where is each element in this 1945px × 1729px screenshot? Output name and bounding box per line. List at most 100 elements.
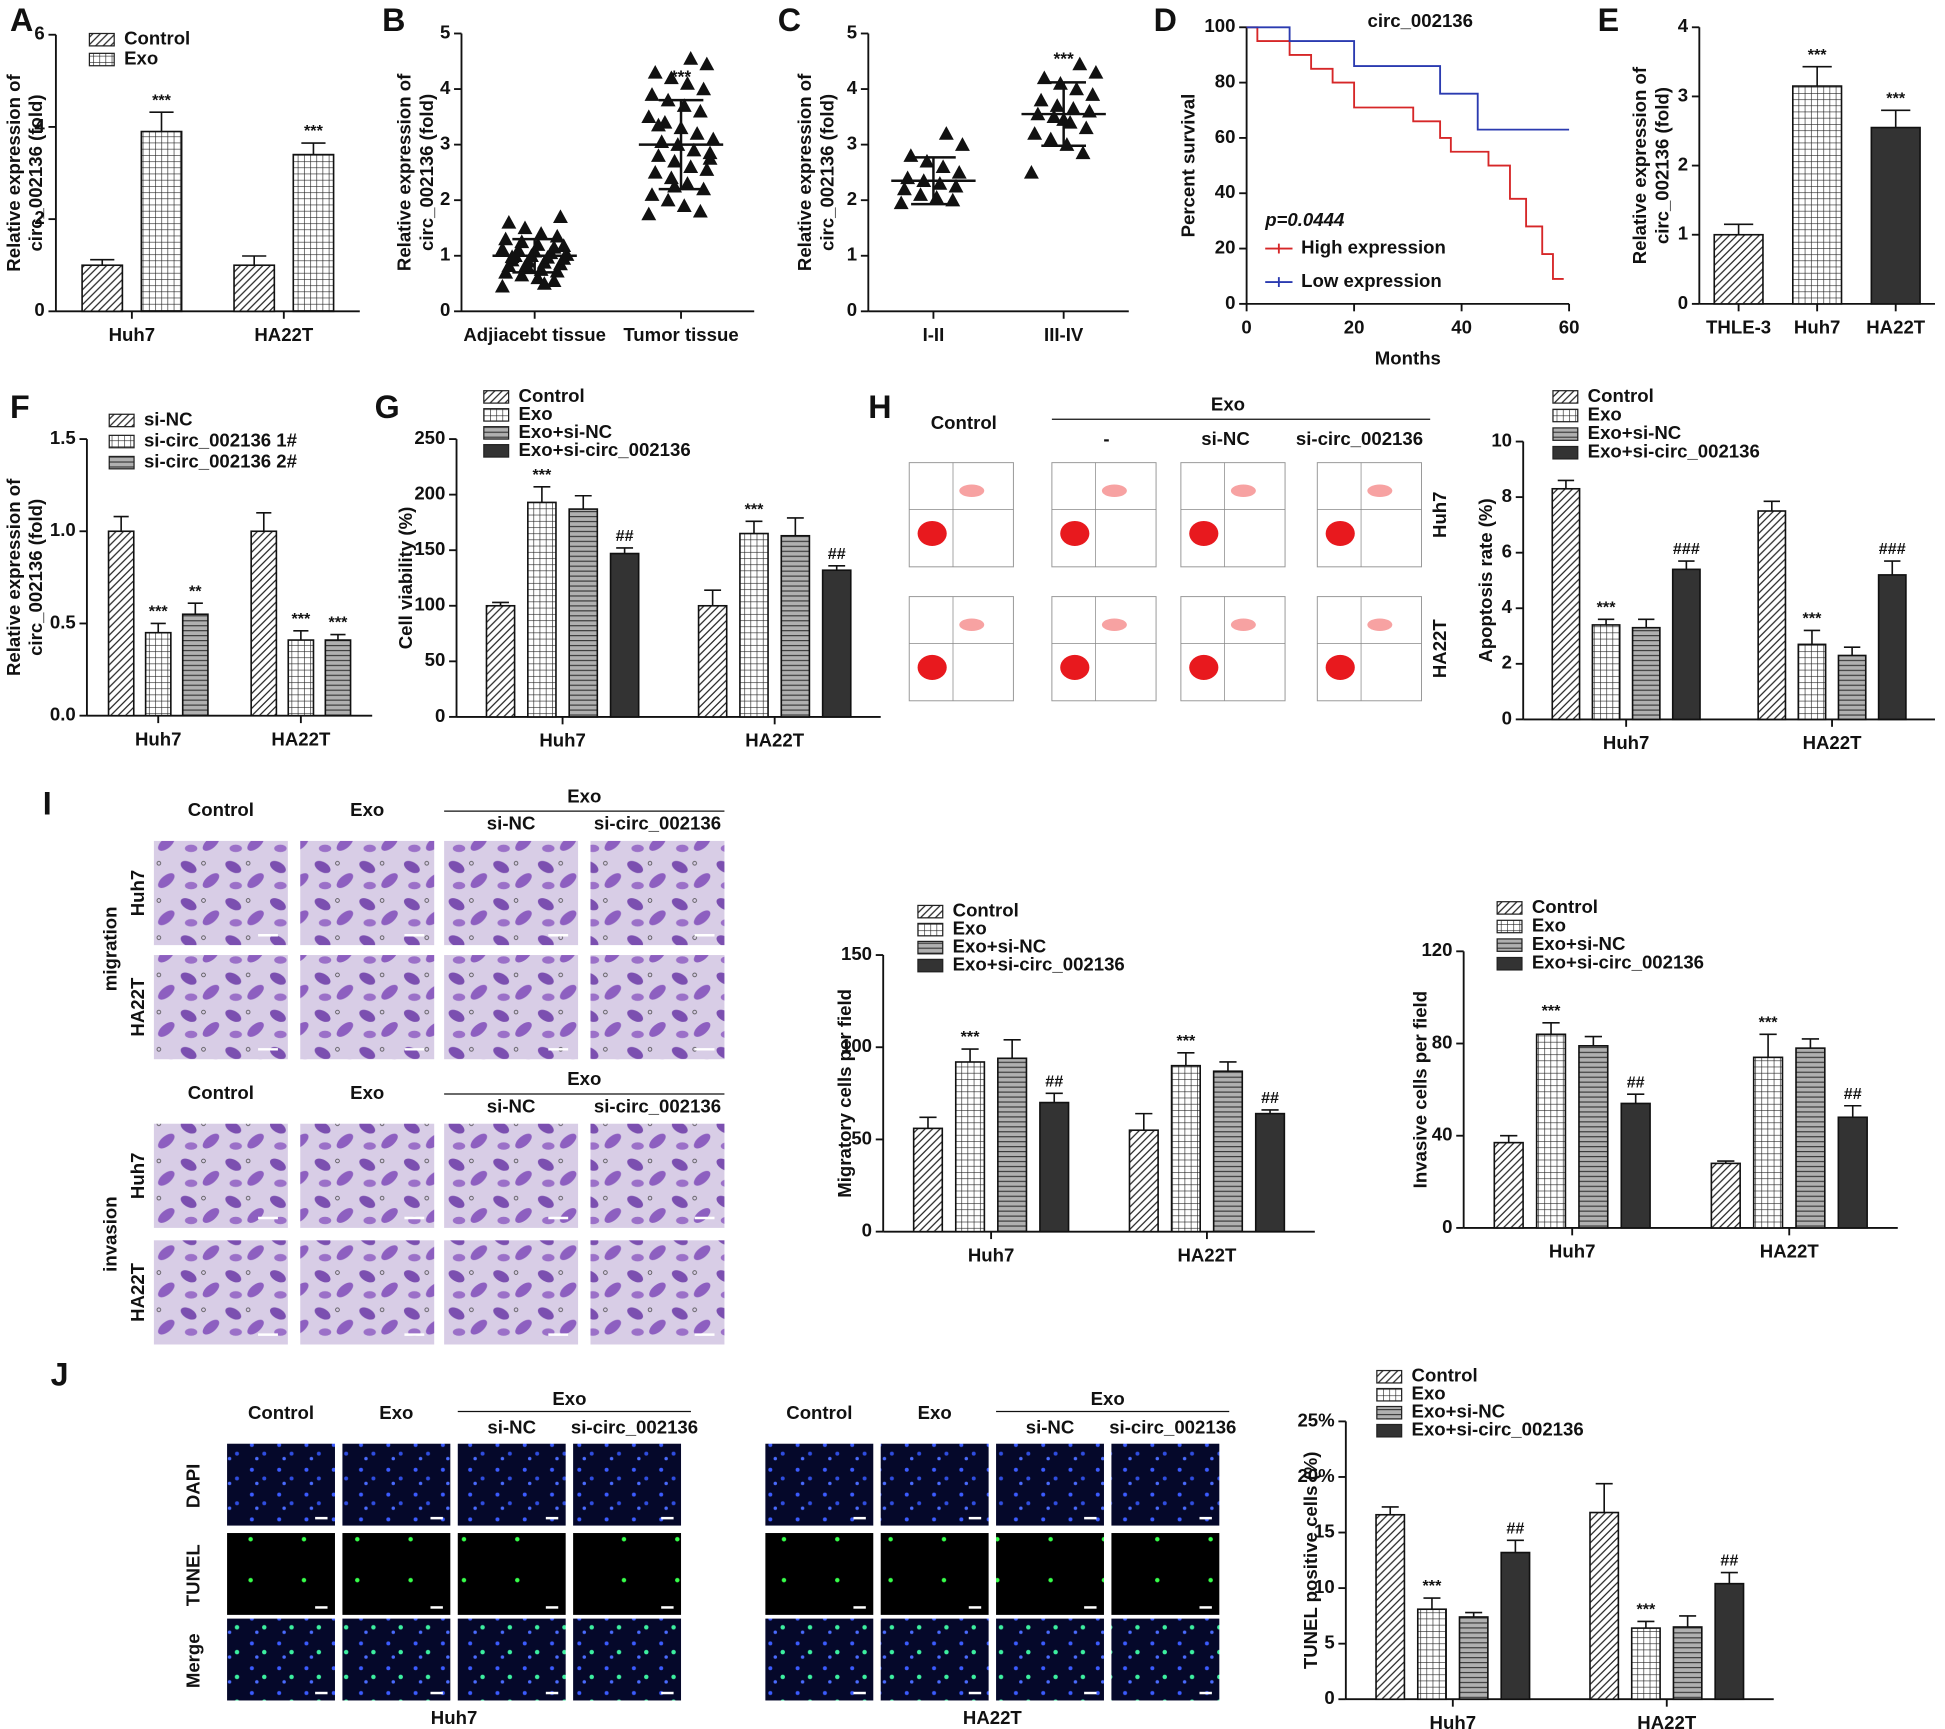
fluorescence-image (1111, 1533, 1220, 1615)
y-axis-label: Percent survival (1177, 94, 1198, 238)
legend-swatch (88, 32, 115, 47)
data-point (559, 247, 575, 261)
group-header: Exo (1091, 1388, 1125, 1409)
group-label: migration (100, 906, 121, 991)
micrograph (153, 840, 288, 946)
fluorescence-image (573, 1618, 682, 1701)
significance-label: *** (1054, 49, 1075, 69)
legend-label: si-NC (144, 408, 193, 429)
group-label: invasion (100, 1196, 121, 1271)
micrograph (590, 1240, 725, 1345)
data-point (494, 278, 510, 293)
micrograph (444, 840, 579, 946)
error-bar (1465, 1611, 1483, 1617)
bar (1535, 1033, 1567, 1229)
data-point (641, 109, 657, 124)
error-bar (492, 601, 509, 606)
bar (1837, 1116, 1868, 1229)
cell-cluster (1060, 654, 1090, 680)
error-bar (149, 111, 174, 132)
micrograph (153, 1123, 288, 1228)
y-tick-label: 150 (414, 538, 445, 559)
bar (527, 501, 557, 718)
y-axis-label: Relative expression of (794, 73, 815, 271)
fluorescence-image (765, 1533, 874, 1615)
legend-swatch (1552, 390, 1579, 404)
data-point (1049, 98, 1065, 112)
survival-line (1246, 26, 1570, 131)
error-bar (1679, 1615, 1697, 1627)
panel-letter: G (375, 389, 400, 425)
x-tick-label: Huh7 (1549, 1241, 1595, 1262)
bar (1631, 626, 1661, 721)
y-tick-label: 50 (851, 1127, 872, 1148)
legend-label: Exo (124, 47, 158, 68)
bar (1795, 1047, 1826, 1229)
y-tick-label: 5 (847, 21, 857, 42)
legend-label: Exo+si-NC (1412, 1401, 1506, 1422)
legend-swatch (917, 922, 944, 937)
error-bar (1637, 1620, 1655, 1629)
data-point (553, 209, 568, 224)
bar (1212, 1070, 1244, 1233)
data-point (1033, 92, 1049, 107)
bar (1630, 1627, 1661, 1701)
fluorescence-image (765, 1443, 874, 1526)
x-tick-label: Huh7 (968, 1244, 1014, 1265)
row-label: Huh7 (127, 870, 148, 916)
data-point (556, 238, 572, 252)
data-point (498, 231, 514, 246)
bar (287, 639, 315, 717)
column-header: Control (786, 1402, 852, 1423)
x-tick-label: I-II (923, 324, 945, 345)
legend-label: Exo+si-NC (1532, 933, 1626, 954)
x-tick-label: HA22T (1803, 732, 1863, 753)
error-bar (90, 258, 115, 266)
x-tick-label: 60 (1559, 317, 1580, 338)
x-tick-label: HA22T (1637, 1712, 1697, 1729)
error-bar (1423, 1597, 1441, 1610)
sd-bar (911, 156, 956, 206)
error-bar (1759, 1033, 1777, 1058)
micrograph (300, 1240, 435, 1345)
column-header: - (1103, 428, 1109, 449)
error-bar (293, 630, 309, 641)
micrograph (300, 1123, 435, 1228)
fluorescence-image (342, 1443, 451, 1526)
column-header: Control (931, 412, 997, 433)
legend-label: si-circ_002136 1# (144, 429, 298, 450)
legend-swatch (108, 455, 135, 470)
y-tick-label: 200 (414, 483, 445, 504)
micrograph (444, 955, 579, 1060)
bar (1551, 487, 1581, 721)
y-tick-label: 0 (435, 705, 445, 726)
bar (1797, 643, 1827, 721)
y-tick-label: 5 (1324, 1632, 1334, 1653)
cell-cluster (1367, 484, 1393, 498)
error-bar (1045, 1092, 1063, 1103)
error-bar (745, 520, 763, 534)
y-tick-label: 4 (440, 77, 451, 98)
error-bar (704, 589, 722, 606)
error-bar (1003, 1039, 1021, 1059)
legend-swatch (483, 408, 510, 422)
error-bar (256, 512, 272, 532)
row-label: TUNEL (183, 1544, 204, 1606)
y-tick-label: 40 (1215, 181, 1236, 202)
error-bar (1542, 1021, 1560, 1035)
group-header: Exo (567, 1068, 601, 1089)
y-axis-label: circ_002136 (fold) (25, 94, 46, 251)
bar (1870, 126, 1921, 305)
cell-cluster (1325, 520, 1355, 546)
y-axis-label: Invasive cells per field (1409, 991, 1430, 1188)
fluorescence-image (457, 1533, 566, 1615)
bar (1500, 1551, 1531, 1701)
data-point (919, 153, 935, 168)
error-bar (1881, 109, 1911, 128)
y-tick-label: 0 (1225, 292, 1235, 313)
bar (568, 508, 599, 718)
bar (954, 1061, 986, 1233)
significance-label: *** (1886, 89, 1906, 107)
data-point (686, 142, 702, 157)
bar (1039, 1101, 1070, 1233)
